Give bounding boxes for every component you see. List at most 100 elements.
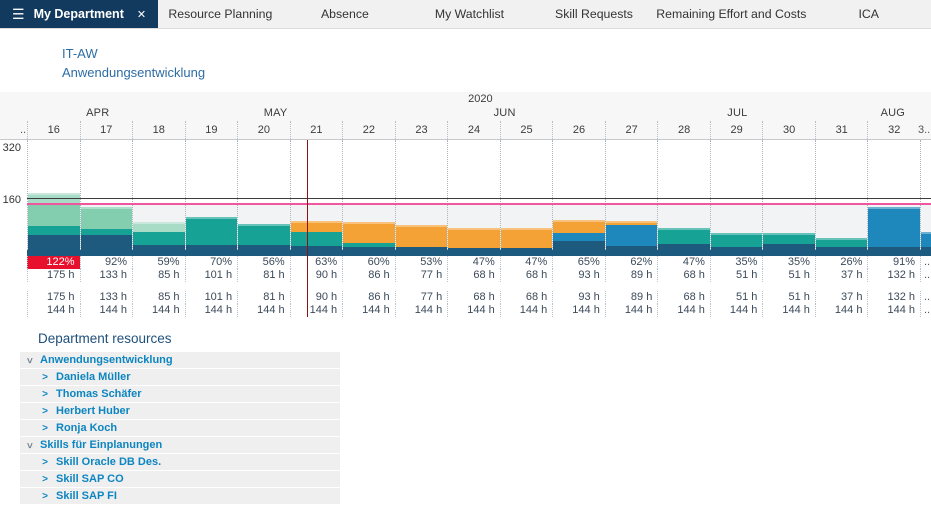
tab-my-department[interactable]: ☰ My Department ✕ bbox=[0, 0, 159, 28]
tab-resource-planning[interactable]: Resource Planning bbox=[168, 7, 273, 21]
tree-item-skill-sap-co[interactable]: > Skill SAP CO bbox=[20, 471, 340, 487]
bar-column-week-18[interactable] bbox=[132, 140, 185, 250]
bar-column-week-24[interactable] bbox=[447, 140, 500, 250]
bar-segment-teal bbox=[133, 232, 185, 246]
bar-segment-navy bbox=[605, 245, 658, 250]
bar-column-week-29[interactable] bbox=[709, 140, 763, 250]
week-label-25: 25 bbox=[499, 121, 553, 139]
booked-hours-row-cell-week-17: 133 h bbox=[79, 291, 133, 304]
bar-segment-navy bbox=[815, 247, 868, 250]
week-label-29: 29 bbox=[709, 121, 763, 139]
tree-item-skill-sap-fi[interactable]: > Skill SAP FI bbox=[20, 488, 340, 504]
booked-hours-row-cell-week-21: 90 h bbox=[289, 291, 343, 304]
booked-hours-row-cell-week-31: 37 h bbox=[814, 291, 868, 304]
bar-column-week-28[interactable] bbox=[657, 140, 710, 250]
tree-item-skills-f-r-einplanungen[interactable]: > Skills für Einplanungen bbox=[20, 437, 340, 453]
bar-segment-orange bbox=[500, 227, 553, 248]
close-icon[interactable]: ✕ bbox=[136, 8, 147, 21]
bar-column-week-26[interactable] bbox=[552, 140, 605, 250]
bar-segment-navy bbox=[921, 246, 931, 250]
bar-column-week-23[interactable] bbox=[394, 140, 448, 250]
page-title-line1: IT-AW bbox=[62, 46, 98, 61]
utilization-row-cell-week-27: 62% bbox=[604, 256, 658, 269]
tree-item-label: Anwendungsentwicklung bbox=[40, 354, 173, 366]
capacity-row-cell-week-24: 144 h bbox=[447, 304, 500, 317]
chevron-right-icon[interactable]: > bbox=[42, 456, 48, 468]
year-label: 2020 bbox=[468, 93, 493, 105]
hamburger-icon[interactable]: ☰ bbox=[12, 6, 25, 22]
planned-hours-row-cell-week-31: 37 h bbox=[814, 269, 868, 282]
booked-hours-row-cell-week-25: 68 h bbox=[499, 291, 553, 304]
utilization-row-cell-week-16: 122% bbox=[27, 256, 80, 269]
capacity-row-cell-week-16: 144 h bbox=[27, 304, 80, 317]
week-label-26: 26 bbox=[552, 121, 605, 139]
utilization-row-cell-week-23: 53% bbox=[394, 256, 448, 269]
tab-ica[interactable]: ICA bbox=[858, 7, 879, 21]
bar-segment-teal bbox=[343, 242, 395, 247]
baseline-band bbox=[27, 250, 931, 256]
bar-column-week-16[interactable] bbox=[27, 140, 80, 250]
bar-segment-steel bbox=[605, 224, 658, 246]
chevron-down-icon[interactable]: > bbox=[23, 442, 35, 448]
capacity-row-cell-week-19: 144 h bbox=[184, 304, 238, 317]
bar-column-week-27[interactable] bbox=[604, 140, 658, 250]
capacity-row-cell-week-32: 144 h bbox=[867, 304, 920, 317]
bar-segment-orange bbox=[448, 227, 500, 248]
booked-hours-row-cell-week-28: 68 h bbox=[657, 291, 710, 304]
bar-column-week-25[interactable] bbox=[499, 140, 553, 250]
booked-hours-row-cell-week-30: 51 h bbox=[762, 291, 815, 304]
planned-hours-row-cell-week-18: 85 h bbox=[132, 269, 185, 282]
planned-hours-row-cell-week-19: 101 h bbox=[184, 269, 238, 282]
chevron-right-icon[interactable]: > bbox=[42, 422, 48, 434]
bar-column-week-22[interactable] bbox=[342, 140, 395, 250]
tree-item-ronja-koch[interactable]: > Ronja Koch bbox=[20, 420, 340, 436]
chevron-right-icon[interactable]: > bbox=[42, 473, 48, 485]
booked-hours-row-cell-week-16: 175 h bbox=[27, 291, 80, 304]
tab-remaining-effort-and-costs[interactable]: Remaining Effort and Costs bbox=[656, 7, 807, 21]
bar-segment-teal bbox=[815, 237, 868, 248]
tab-absence[interactable]: Absence bbox=[320, 7, 369, 21]
bar-column-week-19[interactable] bbox=[184, 140, 238, 250]
month-label-jul: JUL bbox=[727, 107, 748, 119]
tree-item-thomas-sch-fer[interactable]: > Thomas Schäfer bbox=[20, 386, 340, 402]
bar-segment-steel bbox=[921, 232, 931, 247]
chevron-right-icon[interactable]: > bbox=[42, 388, 48, 400]
bar-segment-navy bbox=[80, 235, 133, 250]
week-label-23: 23 bbox=[394, 121, 448, 139]
tree-item-anwendungsentwicklung[interactable]: > Anwendungsentwicklung bbox=[20, 352, 340, 368]
bar-segment-navy bbox=[448, 247, 500, 250]
chevron-down-icon[interactable]: > bbox=[23, 357, 35, 363]
utilization-row-cell-week-29: 35% bbox=[709, 256, 763, 269]
bar-column-week-21[interactable] bbox=[289, 140, 343, 250]
utilization-row-overflow-cell: .. bbox=[920, 256, 931, 269]
bar-column-week-30[interactable] bbox=[762, 140, 815, 250]
bar-column-week-33[interactable] bbox=[920, 140, 931, 250]
bar-segment-teal bbox=[710, 233, 763, 248]
chevron-right-icon[interactable]: > bbox=[42, 405, 48, 417]
bar-column-week-31[interactable] bbox=[814, 140, 868, 250]
utilization-row-cell-week-26: 65% bbox=[552, 256, 605, 269]
tree-item-label: Skill SAP FI bbox=[56, 490, 117, 502]
tree-item-herbert-huber[interactable]: > Herbert Huber bbox=[20, 403, 340, 419]
bar-column-week-20[interactable] bbox=[237, 140, 290, 250]
bar-segment-navy bbox=[395, 246, 448, 250]
booked-hours-row-cell-week-29: 51 h bbox=[709, 291, 763, 304]
bar-column-week-17[interactable] bbox=[79, 140, 133, 250]
booked-hours-row-cell-week-23: 77 h bbox=[394, 291, 448, 304]
y-tick-320: 320 bbox=[2, 142, 21, 154]
week-label-22: 22 bbox=[342, 121, 395, 139]
capacity-row-cell-week-21: 144 h bbox=[289, 304, 343, 317]
chevron-right-icon[interactable]: > bbox=[42, 490, 48, 502]
planned-hours-row-cell-week-20: 81 h bbox=[237, 269, 290, 282]
tab-skill-requests[interactable]: Skill Requests bbox=[555, 7, 633, 21]
week-label-31: 31 bbox=[814, 121, 868, 139]
bar-segment-navy bbox=[553, 240, 605, 250]
week-label-32: 32 bbox=[867, 121, 920, 139]
tab-my-watchlist[interactable]: My Watchlist bbox=[434, 7, 505, 21]
bar-column-week-32[interactable] bbox=[867, 140, 920, 250]
tree-item-daniela-m-ller[interactable]: > Daniela Müller bbox=[20, 369, 340, 385]
tree-item-skill-oracle-db-des[interactable]: > Skill Oracle DB Des. bbox=[20, 454, 340, 470]
chevron-right-icon[interactable]: > bbox=[42, 371, 48, 383]
